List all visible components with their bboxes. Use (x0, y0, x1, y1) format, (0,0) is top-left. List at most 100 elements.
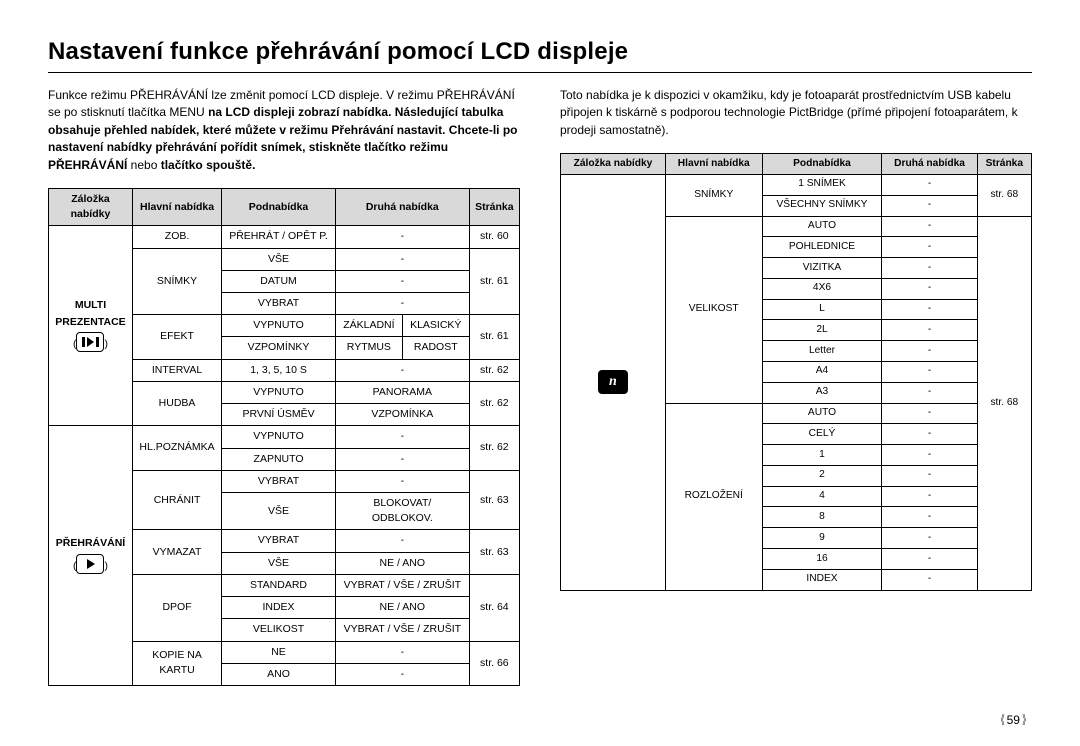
cell-4x6: 4X6 (762, 278, 882, 299)
intro-left-plain-2: nebo (127, 158, 160, 172)
cell-pg: str. 61 (469, 248, 519, 315)
tab-prehravani: PŘEHRÁVÁNÍ () (49, 426, 133, 686)
cell-cely: CELÝ (762, 424, 882, 445)
right-table: Záložka nabídky Hlavní nabídka Podnabídk… (560, 153, 1032, 590)
cell-snimky: SNÍMKY (665, 174, 762, 216)
cell-vizitka: VIZITKA (762, 258, 882, 279)
table-header-row: Záložka nabídky Hlavní nabídka Podnabídka… (49, 188, 520, 225)
cell-klasicky: KLASICKÝ (402, 315, 469, 337)
left-table: Záložka nabídky Hlavní nabídka Podnabídka… (48, 188, 520, 686)
cell-neano: NE / ANO (335, 552, 469, 574)
cell-dash: - (335, 448, 469, 470)
cell-16: 16 (762, 549, 882, 570)
cell-dash: - (882, 445, 977, 466)
cell-pg: str. 64 (469, 574, 519, 641)
cell-2: 2 (762, 465, 882, 486)
cell-rytmus: RYTMUS (335, 337, 402, 359)
th-tab: Záložka nabídky (561, 154, 666, 175)
cell-pg: str. 62 (469, 381, 519, 425)
pictbridge-icon: n (598, 370, 628, 394)
cell-interval-sub: 1, 3, 5, 10 S (222, 359, 336, 381)
cell-vzpominka: VZPOMÍNKA (335, 404, 469, 426)
cell-dash: - (335, 248, 469, 270)
cell-blokovat: BLOKOVAT/ ODBLOKOV. (335, 493, 469, 530)
cell-dash: - (335, 293, 469, 315)
cell-index: INDEX (762, 569, 882, 590)
cell-pg: str. 63 (469, 530, 519, 574)
cell-dash: - (882, 382, 977, 403)
cell-chranit: CHRÁNIT (132, 470, 221, 530)
cell-pohlednice: POHLEDNICE (762, 237, 882, 258)
kopie-l1: KOPIE NA (152, 649, 202, 661)
table-header-row: Záložka nabídky Hlavní nabídka Podnabídk… (561, 154, 1032, 175)
th-page: Stránka (469, 188, 519, 225)
cell-zapnuto: ZAPNUTO (222, 448, 336, 470)
slideshow-icon (76, 332, 104, 352)
table-row: MULTI PREZENTACE () ZOB. PŘEHRÁT / OPĚT … (49, 226, 520, 248)
cell-vse: VŠE (222, 493, 336, 530)
cell-dash: - (882, 299, 977, 320)
play-icon (76, 554, 104, 574)
cell-hudba: HUDBA (132, 381, 221, 425)
cell-hlpoznamka: HL.POZNÁMKA (132, 426, 221, 470)
cell-a3: A3 (762, 382, 882, 403)
cell-ano: ANO (222, 663, 336, 685)
cell-dash: - (882, 549, 977, 570)
left-column: Funkce režimu PŘEHRÁVÁNÍ lze změnit pomo… (48, 87, 520, 686)
cell-vybrat: VYBRAT (222, 293, 336, 315)
th-sub: Podnabídka (222, 188, 336, 225)
cell-vypnuto: VYPNUTO (222, 381, 336, 403)
intro-left: Funkce režimu PŘEHRÁVÁNÍ lze změnit pomo… (48, 87, 520, 174)
cell-pg: str. 68 (977, 216, 1031, 590)
cell-dash: - (882, 278, 977, 299)
cell-vvz: VYBRAT / VŠE / ZRUŠIT (335, 574, 469, 596)
page-number-value: 59 (1007, 713, 1020, 727)
cell-panorama: PANORAMA (335, 381, 469, 403)
cell-pg: str. 68 (977, 174, 1031, 216)
cell-zob: ZOB. (132, 226, 221, 248)
cell-datum: DATUM (222, 270, 336, 292)
cell-vsechny: VŠECHNY SNÍMKY (762, 195, 882, 216)
cell-dpof: DPOF (132, 574, 221, 641)
cell-zob-sub: PŘEHRÁT / OPĚT P. (222, 226, 336, 248)
th-second: Druhá nabídka (335, 188, 469, 225)
page-number: 《59》 (995, 711, 1032, 728)
cell-9: 9 (762, 528, 882, 549)
cell-vzpominky: VZPOMÍNKY (222, 337, 336, 359)
cell-dash: - (335, 226, 469, 248)
th-second: Druhá nabídka (882, 154, 977, 175)
cell-index: INDEX (222, 597, 336, 619)
cell-dash: - (882, 528, 977, 549)
table-row: PŘEHRÁVÁNÍ () HL.POZNÁMKA VYPNUTO - str.… (49, 426, 520, 448)
cell-8: 8 (762, 507, 882, 528)
cell-letter: Letter (762, 341, 882, 362)
th-tab: Záložka nabídky (49, 188, 133, 225)
intro-right: Toto nabídka je k dispozici v okamžiku, … (560, 87, 1032, 139)
cell-dash: - (882, 486, 977, 507)
cell-kopie: KOPIE NAKARTU (132, 641, 221, 685)
cell-dash: - (882, 569, 977, 590)
th-tab-l2: nabídky (71, 208, 111, 220)
cell-1: 1 (762, 445, 882, 466)
cell-pg: str. 62 (469, 426, 519, 470)
tab-label-prezentace: PREZENTACE (55, 316, 125, 329)
tab-label-multi: MULTI (75, 299, 106, 312)
cell-pg: str. 63 (469, 470, 519, 530)
cell-neano: NE / ANO (335, 597, 469, 619)
cell-a4: A4 (762, 361, 882, 382)
cell-dash: - (882, 361, 977, 382)
cell-dash: - (882, 403, 977, 424)
th-main: Hlavní nabídka (132, 188, 221, 225)
cell-l: L (762, 299, 882, 320)
cell-dash: - (882, 424, 977, 445)
cell-prvni-usmev: PRVNÍ ÚSMĚV (222, 404, 336, 426)
cell-zakladni: ZÁKLADNÍ (335, 315, 402, 337)
cell-dash: - (882, 507, 977, 528)
cell-1snimek: 1 SNÍMEK (762, 174, 882, 195)
th-tab-l1: Záložka (71, 193, 110, 205)
cell-vymazat: VYMAZAT (132, 530, 221, 574)
page-title: Nastavení funkce přehrávání pomocí LCD d… (48, 38, 1032, 66)
cell-dash: - (335, 270, 469, 292)
intro-left-bold-2: tlačítko spouště. (161, 158, 256, 172)
cell-velikost: VELIKOST (222, 619, 336, 641)
